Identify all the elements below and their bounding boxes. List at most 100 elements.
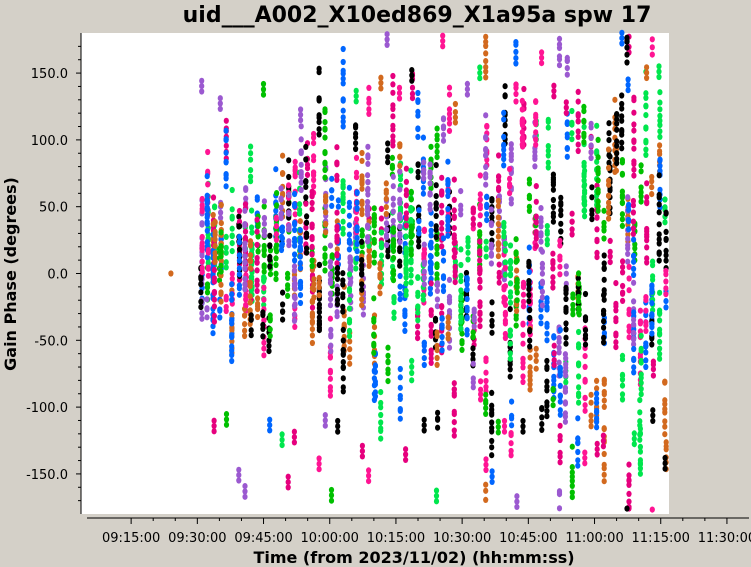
data-point [458, 307, 464, 314]
data-point [526, 258, 532, 265]
data-point [470, 360, 476, 367]
data-point [334, 172, 340, 179]
data-point [520, 428, 526, 435]
data-point [242, 321, 248, 328]
data-point [428, 239, 434, 246]
data-point [403, 165, 409, 172]
data-point [199, 240, 205, 247]
data-point [612, 168, 618, 175]
x-axis-label: Time (from 2023/11/02) (hh:mm:ss) [253, 548, 574, 567]
data-point [489, 299, 495, 306]
data-point [359, 173, 365, 180]
data-point [483, 466, 489, 474]
data-point [323, 220, 329, 227]
y-tick-label: 100.0 [31, 134, 68, 149]
data-point [649, 282, 655, 289]
data-point [545, 152, 551, 159]
data-point [613, 339, 619, 346]
data-point [327, 315, 333, 322]
data-point [601, 397, 607, 404]
data-point [236, 472, 242, 479]
data-point [366, 84, 372, 91]
data-point [483, 410, 489, 417]
data-point [391, 309, 397, 316]
x-tick-label: 11:15:00 [632, 531, 690, 546]
data-point [340, 337, 346, 344]
data-point [581, 139, 587, 146]
data-point [199, 258, 205, 265]
data-point [273, 255, 279, 262]
data-point [421, 361, 427, 369]
data-point [229, 270, 235, 277]
data-point [439, 340, 445, 347]
data-point [564, 145, 570, 152]
data-point [390, 72, 396, 80]
data-point [521, 85, 527, 93]
data-point [657, 89, 663, 96]
data-point [458, 188, 464, 195]
data-point [637, 448, 644, 455]
data-point [229, 233, 235, 240]
data-point [279, 436, 285, 443]
data-point [477, 221, 483, 228]
data-point [322, 119, 328, 126]
data-point [328, 486, 335, 494]
data-point [309, 326, 315, 333]
data-point [309, 206, 315, 213]
data-point [657, 148, 663, 155]
data-point [322, 252, 328, 259]
data-point [229, 291, 235, 298]
data-point [582, 460, 588, 467]
data-point [539, 49, 545, 56]
data-point [397, 296, 403, 303]
data-point [236, 218, 243, 225]
data-point [594, 122, 600, 129]
data-point [489, 197, 495, 204]
data-point [408, 205, 414, 212]
data-point [403, 265, 409, 273]
data-point [304, 171, 311, 178]
data-point [322, 417, 328, 424]
data-point [402, 321, 408, 328]
data-point [539, 288, 546, 295]
data-point [663, 285, 669, 292]
data-point [366, 106, 372, 113]
data-point [434, 125, 440, 132]
data-point [582, 327, 589, 334]
data-point [433, 223, 439, 230]
data-point [643, 94, 649, 101]
data-point [643, 307, 649, 314]
data-point [242, 265, 248, 272]
data-point [662, 418, 668, 425]
data-point [638, 198, 644, 205]
data-point [656, 63, 662, 70]
data-point [211, 303, 217, 310]
data-point [397, 283, 403, 290]
data-point [311, 176, 317, 184]
data-point [533, 365, 539, 372]
data-point [650, 358, 657, 365]
data-point [267, 271, 274, 278]
data-point [458, 246, 464, 253]
data-point [625, 250, 631, 257]
data-point [507, 266, 514, 273]
data-point [501, 151, 507, 159]
data-point [428, 244, 434, 251]
data-point [408, 189, 414, 196]
data-point [372, 362, 378, 369]
data-point [484, 201, 490, 208]
data-point [328, 331, 334, 338]
data-point [483, 355, 489, 362]
data-point [533, 118, 539, 125]
data-point [483, 50, 489, 57]
data-point [292, 301, 298, 308]
data-point [502, 283, 508, 290]
data-point [601, 207, 607, 214]
data-point [211, 289, 217, 296]
data-point [316, 126, 322, 133]
data-point [502, 330, 508, 338]
data-point [433, 205, 439, 212]
data-point [545, 124, 551, 131]
data-point [390, 195, 396, 202]
data-point [261, 214, 267, 222]
